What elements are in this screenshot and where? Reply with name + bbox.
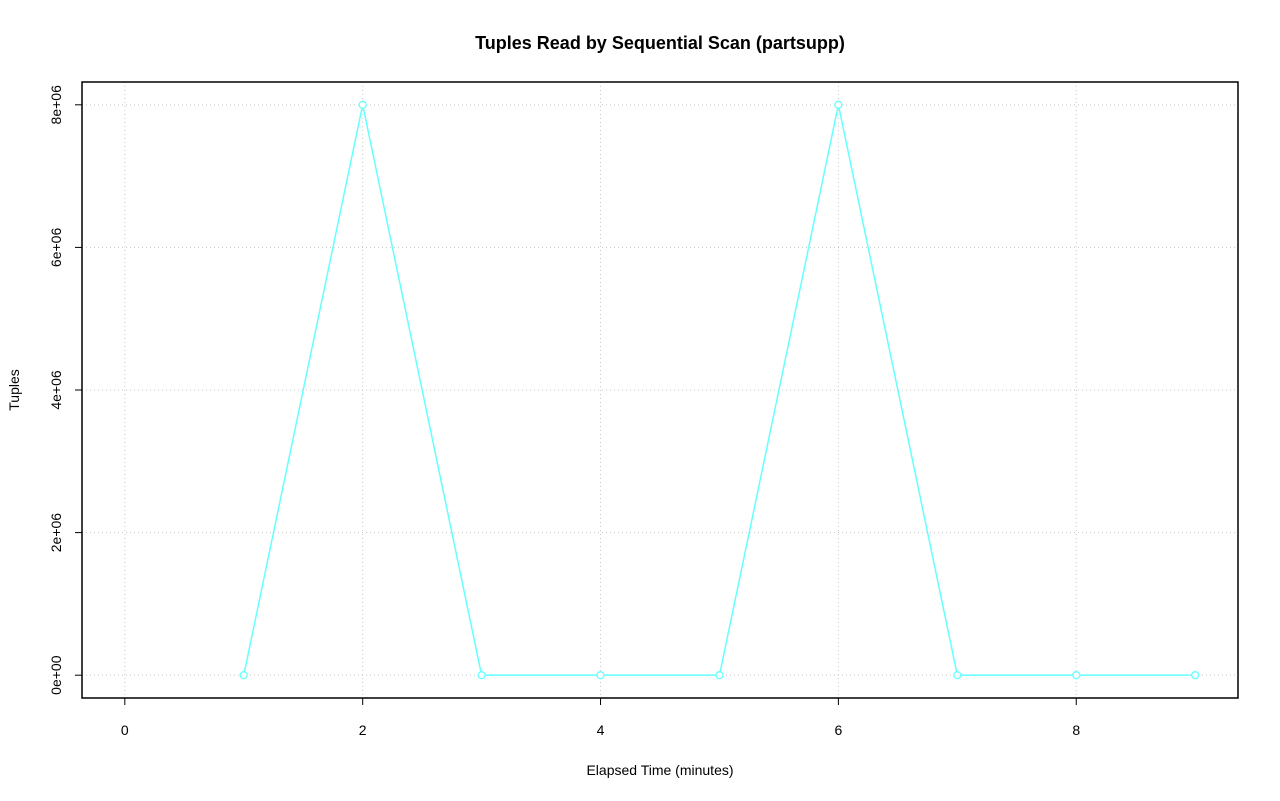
chart-title: Tuples Read by Sequential Scan (partsupp… (475, 33, 845, 53)
y-tick-label: 2e+06 (48, 513, 64, 553)
data-point (596, 671, 605, 680)
data-point (953, 671, 962, 680)
data-point (239, 671, 248, 680)
plot-frame (81, 81, 1239, 699)
y-tick-label: 6e+06 (48, 228, 64, 268)
data-point (1072, 671, 1081, 680)
data-point (715, 671, 724, 680)
x-tick-label: 4 (597, 722, 605, 738)
data-point (477, 671, 486, 680)
x-tick-label: 6 (834, 722, 842, 738)
y-tick-label: 4e+06 (48, 370, 64, 410)
x-tick-label: 8 (1072, 722, 1080, 738)
data-point (358, 100, 367, 109)
y-tick-label: 0e+00 (48, 655, 64, 695)
data-point (834, 100, 843, 109)
y-axis-label: Tuples (6, 369, 22, 411)
x-tick-label: 0 (121, 722, 129, 738)
x-axis-label: Elapsed Time (minutes) (586, 762, 733, 778)
data-point (1191, 671, 1200, 680)
y-tick-label: 8e+06 (48, 85, 64, 125)
x-tick-label: 2 (359, 722, 367, 738)
